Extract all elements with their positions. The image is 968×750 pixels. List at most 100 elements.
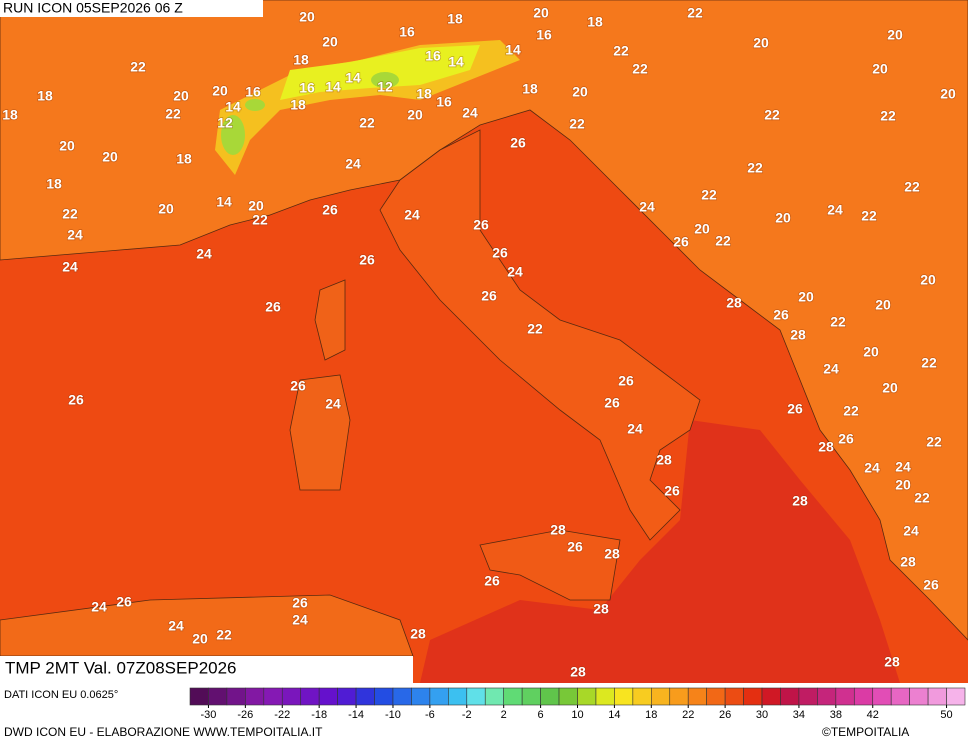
- temp-label: 28: [792, 493, 808, 509]
- scale-tick-label: 2: [501, 709, 507, 721]
- scale-box: [890, 687, 910, 706]
- temp-label: 22: [701, 187, 717, 203]
- temp-label: 22: [632, 61, 648, 77]
- scale-box: [798, 687, 818, 706]
- temp-label: 22: [216, 627, 232, 643]
- scale-box: [411, 687, 431, 706]
- temp-label: 20: [887, 27, 903, 43]
- temp-label: 22: [62, 206, 78, 222]
- temp-label: 22: [613, 43, 629, 59]
- temp-label: 18: [416, 86, 432, 102]
- scale-box: [466, 687, 486, 706]
- temp-label: 16: [436, 94, 452, 110]
- temp-label: 14: [345, 70, 361, 86]
- temp-label: 20: [533, 5, 549, 21]
- scale-tick-label: 30: [756, 709, 768, 721]
- temp-label: 22: [687, 5, 703, 21]
- scale-box: [632, 687, 652, 706]
- temp-label: 24: [639, 199, 655, 215]
- corsica: [314, 279, 346, 361]
- scale-tick-label: -2: [462, 709, 472, 721]
- temp-label: 22: [130, 59, 146, 75]
- temp-label: 18: [293, 52, 309, 68]
- temp-label: 20: [407, 107, 423, 123]
- scale-box: [355, 687, 375, 706]
- temp-label: 24: [67, 227, 83, 243]
- temp-label: 28: [604, 546, 620, 562]
- scale-box: [706, 687, 726, 706]
- scale-box: [835, 687, 855, 706]
- title-box: [0, 656, 413, 683]
- temp-label: 20: [872, 61, 888, 77]
- temp-label: 22: [830, 314, 846, 330]
- alps-green: [221, 115, 245, 155]
- temp-label: 20: [173, 88, 189, 104]
- scale-box: [724, 687, 744, 706]
- scale-tick-label: 38: [830, 709, 842, 721]
- sicily: [479, 529, 621, 601]
- scale-box: [521, 687, 541, 706]
- temp-label: 20: [192, 631, 208, 647]
- scale-tick-label: 6: [538, 709, 544, 721]
- run-label: RUN ICON 05SEP2026 06 Z: [3, 0, 183, 16]
- scale-box: [872, 687, 892, 706]
- scale-box: [189, 687, 209, 706]
- temp-label: 24: [827, 202, 843, 218]
- temp-label: 26: [265, 299, 281, 315]
- temp-label: 26: [510, 135, 526, 151]
- alps-green: [371, 72, 399, 88]
- temp-label: 24: [823, 361, 839, 377]
- temp-label: 24: [895, 459, 911, 475]
- temp-label: 20: [322, 34, 338, 50]
- temp-label: 22: [926, 434, 942, 450]
- temp-label: 28: [726, 295, 742, 311]
- temp-label: 26: [567, 539, 583, 555]
- scale-box: [817, 687, 837, 706]
- temp-label: 28: [656, 452, 672, 468]
- temp-label: 24: [325, 396, 341, 412]
- scale-tick-label: -18: [311, 709, 327, 721]
- scale-box: [909, 687, 929, 706]
- source-label: DATI ICON EU 0.0625°: [4, 689, 118, 701]
- scale-tick-label: 42: [867, 709, 879, 721]
- temp-label: 20: [798, 289, 814, 305]
- color-scale: -30 -26 -22 -18 -14 -10 -6 -2 2 6 10 14 18 22 26 30 34 38…: [189, 687, 966, 721]
- scale-box: [595, 687, 615, 706]
- temp-label: 16: [399, 24, 415, 40]
- scale-box: [651, 687, 671, 706]
- temp-label: 12: [217, 115, 233, 131]
- ionian-sea: [420, 420, 900, 683]
- temp-label: 22: [252, 212, 268, 228]
- scale-box: [946, 687, 966, 706]
- temp-label: 26: [484, 573, 500, 589]
- alps-green: [245, 99, 265, 111]
- scale-box: [263, 687, 283, 706]
- temp-label: 22: [715, 233, 731, 249]
- temp-label: 22: [843, 403, 859, 419]
- temp-label: 22: [914, 490, 930, 506]
- temp-label: 24: [292, 612, 308, 628]
- scale-box: [853, 687, 874, 706]
- temp-label: 18: [37, 88, 53, 104]
- temp-label: 20: [59, 138, 75, 154]
- temp-label: 16: [245, 84, 261, 100]
- temp-label: 12: [377, 79, 393, 95]
- scale-box: [392, 687, 412, 706]
- map-title: TMP 2MT Val. 07Z08SEP2026: [5, 658, 237, 677]
- scale-tick-label: -14: [348, 709, 364, 721]
- temp-label: 20: [882, 380, 898, 396]
- scale-box: [761, 687, 781, 706]
- scale-box: [743, 687, 763, 706]
- temp-label: 26: [787, 401, 803, 417]
- temp-label: 16: [425, 48, 441, 64]
- temp-label: 22: [904, 179, 920, 195]
- temp-label: 28: [570, 664, 586, 680]
- sardinia: [289, 374, 351, 491]
- temp-label: 26: [673, 234, 689, 250]
- alps-high: [280, 45, 480, 100]
- header-box: [0, 0, 263, 17]
- temp-label: 28: [790, 327, 806, 343]
- temp-label: 22: [359, 115, 375, 131]
